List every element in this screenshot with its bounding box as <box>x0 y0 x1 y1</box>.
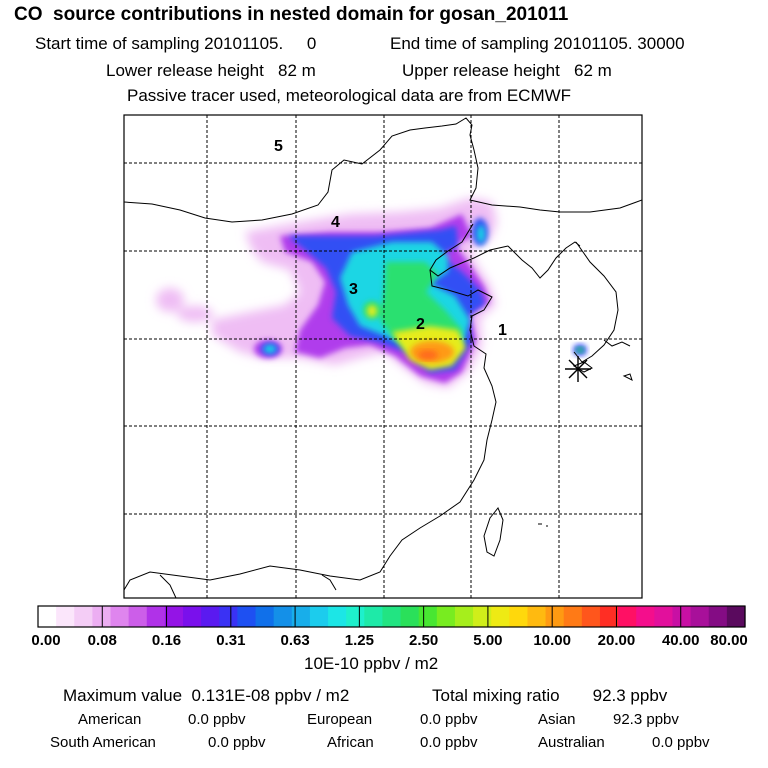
upper-height-text: Upper release height 62 m <box>402 61 612 80</box>
colorbar <box>37 605 746 628</box>
colorbar-swatch <box>454 606 474 627</box>
colorbar-swatch <box>56 606 75 627</box>
tracer-note-text: Passive tracer used, meteorological data… <box>127 86 572 105</box>
colorbar-unit: 10E-10 ppbv / m2 <box>304 654 439 673</box>
colorbar-tick-label: 80.00 <box>710 632 748 649</box>
colorbar-swatch <box>74 606 93 627</box>
colorbar-swatch <box>672 606 692 627</box>
source-value-american: 0.0 ppbv <box>188 711 246 728</box>
colorbar-swatch <box>400 606 420 627</box>
colorbar-swatch <box>128 606 148 627</box>
colorbar-swatch <box>201 606 220 627</box>
source-value-south-american: 0.0 ppbv <box>208 734 266 751</box>
asterisk-icon <box>565 356 591 382</box>
colorbar-swatch <box>309 606 329 627</box>
colorbar-swatch <box>581 606 601 627</box>
map-title: CO source contributions in nested domain… <box>14 4 569 25</box>
region-label-4: 4 <box>331 214 340 231</box>
colorbar-swatch <box>545 606 565 627</box>
colorbar-swatch <box>618 606 637 627</box>
colorbar-swatch <box>255 606 275 627</box>
colorbar-tick-label: 0.63 <box>280 632 310 649</box>
colorbar-swatch <box>346 606 365 627</box>
colorbar-tick-label: 10.00 <box>533 632 571 649</box>
colorbar-swatch <box>436 606 456 627</box>
colorbar-swatch <box>146 606 166 627</box>
colorbar-swatch <box>219 606 239 627</box>
start-time-text: Start time of sampling 20101105. 0 <box>35 34 317 53</box>
region-label-3: 3 <box>349 281 358 298</box>
colorbar-swatch <box>527 606 547 627</box>
colorbar-swatch <box>364 606 384 627</box>
colorbar-tick-label: 2.50 <box>409 632 439 649</box>
colorbar-swatch <box>599 606 619 627</box>
colorbar-swatch <box>273 606 293 627</box>
colorbar-swatch <box>563 606 583 627</box>
colorbar-swatch <box>654 606 674 627</box>
colorbar-swatch <box>473 606 492 627</box>
source-label-south-american: South American <box>50 734 156 751</box>
colorbar-swatch <box>690 606 710 627</box>
source-value-european: 0.0 ppbv <box>420 711 478 728</box>
colorbar-swatch <box>491 606 510 627</box>
colorbar-swatch <box>92 606 112 627</box>
colorbar-tick-label: 0.16 <box>151 632 182 649</box>
colorbar-swatch <box>509 606 529 627</box>
colorbar-tick-label: 0.00 <box>31 632 61 649</box>
colorbar-swatch <box>237 606 257 627</box>
region-label-1: 1 <box>498 322 507 339</box>
colorbar-border <box>37 605 746 628</box>
colorbar-swatch <box>164 606 184 627</box>
colorbar-tick-label: 0.08 <box>87 632 117 649</box>
region-label-5: 5 <box>274 138 283 155</box>
colorbar-swatch <box>418 606 438 627</box>
source-value-australian: 0.0 ppbv <box>652 734 710 751</box>
source-value-african: 0.0 ppbv <box>420 734 478 751</box>
colorbar-swatch <box>726 606 746 627</box>
source-value-asian: 92.3 ppbv <box>613 711 679 728</box>
colorbar-swatch <box>328 606 347 627</box>
source-label-australian: Australian <box>538 734 605 751</box>
colorbar-swatch <box>110 606 130 627</box>
map-frame <box>123 114 643 599</box>
end-time-text: End time of sampling 20101105. 30000 <box>390 34 685 53</box>
source-label-european: European <box>307 711 373 728</box>
colorbar-tick-label: 1.25 <box>344 632 374 649</box>
concentration-plume <box>156 198 587 388</box>
total-mixing-ratio-text: Total mixing ratio 92.3 ppbv <box>432 686 668 705</box>
colorbar-swatch <box>636 606 655 627</box>
max-value-text: Maximum value 0.131E-08 ppbv / m2 <box>63 686 350 705</box>
colorbar-swatch <box>291 606 311 627</box>
coastline-outline <box>124 117 642 598</box>
source-label-american: American <box>78 711 142 728</box>
colorbar-swatch <box>38 606 57 627</box>
graticule-grid <box>124 115 642 598</box>
colorbar-tick-label: 0.31 <box>216 632 246 649</box>
colorbar-swatch <box>708 606 728 627</box>
colorbar-swatch <box>382 606 402 627</box>
colorbar-tick-label: 40.00 <box>661 632 700 649</box>
region-label-2: 2 <box>416 316 425 333</box>
source-label-asian: Asian <box>538 711 576 728</box>
colorbar-tick-label: 20.00 <box>597 632 636 649</box>
source-label-african: African <box>327 734 374 751</box>
colorbar-swatch <box>183 606 202 627</box>
lower-height-text: Lower release height 82 m <box>106 61 316 80</box>
colorbar-tick-label: 5.00 <box>473 632 503 649</box>
